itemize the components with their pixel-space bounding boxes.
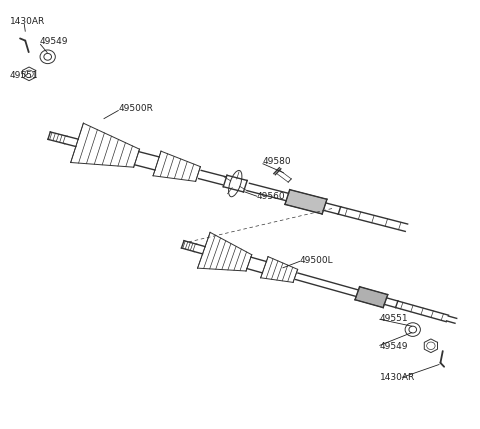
Polygon shape [355, 287, 388, 308]
Text: 49549: 49549 [380, 342, 408, 351]
Text: 1430AR: 1430AR [380, 373, 415, 382]
Text: 49500R: 49500R [118, 104, 153, 113]
Text: 49551: 49551 [380, 314, 408, 323]
Polygon shape [285, 190, 327, 214]
Text: 49551: 49551 [10, 72, 38, 81]
Text: 49500L: 49500L [300, 256, 333, 265]
Text: 49549: 49549 [39, 37, 68, 46]
Text: 49560: 49560 [257, 192, 285, 201]
Text: 49580: 49580 [263, 157, 291, 166]
Text: 1430AR: 1430AR [10, 17, 45, 26]
